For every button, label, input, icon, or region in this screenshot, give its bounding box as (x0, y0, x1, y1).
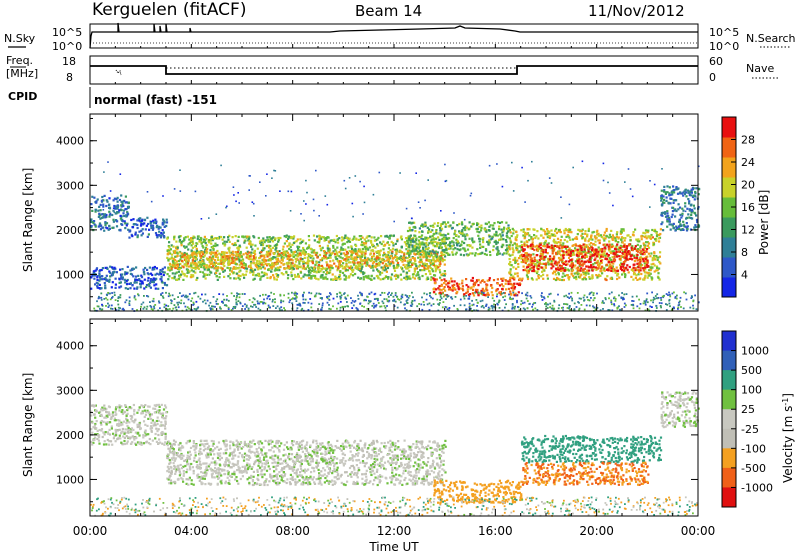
cpid-label: CPID (8, 90, 37, 103)
nsky-left-tick-bottom: 10^0 (52, 40, 82, 53)
power-region (660, 185, 700, 231)
power-colorbar-tick: 24 (741, 156, 755, 169)
velocity-colorbar-swatch (722, 487, 736, 507)
power-colorbar-swatch (722, 117, 736, 138)
power-colorbar-swatch (722, 237, 736, 258)
velocity-colorbar-tick: -25 (741, 423, 759, 436)
power-colorbar-swatch (722, 217, 736, 238)
velocity-region (521, 435, 662, 464)
x-tick-label: 20:00 (579, 524, 614, 538)
freq-panel: Freq. [MHz] 18 8 60 0 Nave (6, 54, 780, 84)
power-colorbar-swatch (722, 177, 736, 198)
station-title: Kerguelen (fitACF) (92, 0, 246, 20)
x-tick-label: 16:00 (478, 524, 513, 538)
power-region (90, 266, 168, 290)
x-tick-label: 12:00 (377, 524, 412, 538)
power-colorbar-tick: 16 (741, 201, 755, 214)
nsky-panel: N.Sky 10^5 10^0 10^5 10^0 N.Search (4, 23, 796, 53)
x-tick-label: 00:00 (681, 524, 716, 538)
velocity-colorbar-swatch (722, 409, 736, 429)
power-noise (93, 161, 699, 312)
y-tick-label: 3000 (56, 384, 84, 397)
velocity-ylabel: Slant Range [km] (21, 373, 35, 477)
velocity-colorbar-tick: 25 (741, 403, 755, 416)
power-colorbar-tick: 20 (741, 179, 755, 192)
x-tick-label: 04:00 (174, 524, 209, 538)
freq-label-line1: Freq. (6, 54, 33, 67)
nsky-left-tick-top: 10^5 (52, 26, 82, 39)
y-tick-label: 1000 (56, 268, 84, 281)
velocity-colorbar-swatch (722, 429, 736, 449)
power-colorbar-tick: 4 (741, 269, 748, 282)
y-tick-label: 4000 (56, 135, 84, 148)
date-title: 11/Nov/2012 (588, 2, 685, 20)
freq-label-line2: [MHz] (6, 67, 38, 80)
velocity-colorbar-tick: 100 (741, 384, 762, 397)
xaxis-label: Time UT (368, 540, 419, 554)
nave-label: Nave (746, 62, 774, 75)
power-colorbar-tick: 12 (741, 224, 755, 237)
y-tick-label: 1000 (56, 473, 84, 486)
velocity-axes: 1000 2000 3000 4000 (56, 319, 698, 516)
y-tick-label: 2000 (56, 429, 84, 442)
velocity-region (660, 391, 699, 429)
freq-right-tick-top: 60 (709, 55, 723, 68)
nsky-label: N.Sky (4, 32, 36, 45)
velocity-colorbar-tick: 500 (741, 364, 762, 377)
time-axis: 00:00 04:00 08:00 12:00 16:00 20:00 00:00 (73, 524, 716, 538)
freq-trace (90, 66, 698, 74)
freq-left-tick-top: 18 (62, 55, 76, 68)
velocity-colorbar-tick: -100 (741, 442, 766, 455)
velocity-region (522, 462, 650, 486)
velocity-colorbar: 1000 500 100 25 -25 -100 -500 -1000 (722, 331, 773, 508)
y-tick-label: 3000 (56, 179, 84, 192)
power-panel: 1000 2000 3000 4000 Slant Range [km] (21, 114, 700, 312)
power-data-layer (90, 161, 700, 312)
velocity-region (433, 480, 523, 504)
power-colorbar-label: Power [dB] (757, 190, 771, 255)
velocity-colorbar-swatch (722, 351, 736, 371)
y-tick-label: 2000 (56, 224, 84, 237)
velocity-colorbar-swatch (722, 331, 736, 351)
velocity-region (90, 404, 168, 446)
power-colorbar-swatch (722, 137, 736, 158)
freq-left-tick-bottom: 8 (66, 71, 73, 84)
velocity-panel: 1000 2000 3000 4000 Slant Range [km] (21, 319, 700, 517)
power-colorbar-swatch (722, 277, 736, 298)
velocity-colorbar-label: Velocity [m s-1] (781, 393, 795, 483)
beam-title: Beam 14 (355, 2, 422, 20)
velocity-colorbar-tick: -1000 (741, 481, 773, 494)
power-colorbar-swatch (722, 157, 736, 178)
power-colorbar: 4 8 12 16 20 24 28 (722, 117, 755, 298)
cpid-value: normal (fast) -151 (94, 93, 217, 107)
power-colorbar-tick: 8 (741, 246, 748, 259)
velocity-colorbar-swatch (722, 370, 736, 390)
power-colorbar-tick: 28 (741, 134, 755, 147)
nsearch-label: N.Search (746, 32, 796, 45)
velocity-colorbar-tick: 1000 (741, 345, 769, 358)
velocity-colorbar-swatch (722, 468, 736, 488)
nsky-right-tick-bottom: 10^0 (709, 40, 739, 53)
power-region (407, 221, 510, 256)
velocity-region (166, 439, 447, 486)
velocity-data-layer (90, 391, 700, 517)
velocity-colorbar-swatch (722, 448, 736, 468)
power-ylabel: Slant Range [km] (21, 168, 35, 272)
y-tick-label: 4000 (56, 340, 84, 353)
velocity-colorbar-swatch (722, 390, 736, 410)
freq-right-tick-bottom: 0 (709, 71, 716, 84)
x-tick-label: 00:00 (73, 524, 108, 538)
nsky-right-tick-top: 10^5 (709, 26, 739, 39)
x-tick-label: 08:00 (275, 524, 310, 538)
velocity-colorbar-tick: -500 (741, 462, 766, 475)
power-region (128, 217, 168, 239)
